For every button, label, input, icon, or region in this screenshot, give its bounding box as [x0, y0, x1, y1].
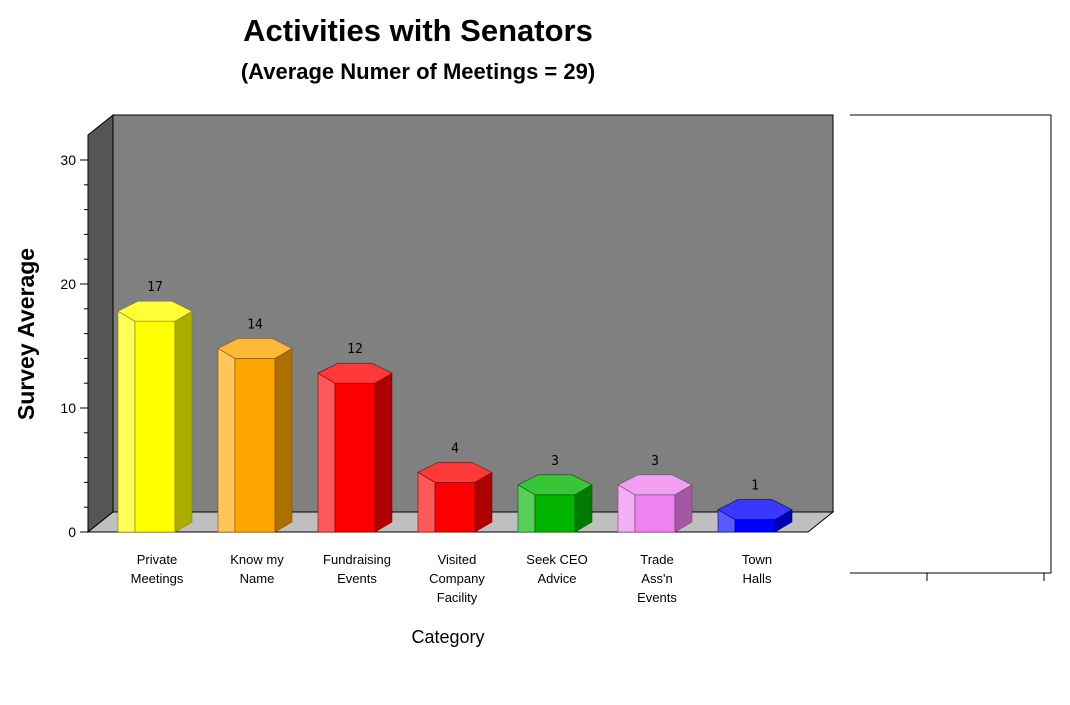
y-tick-label: 0: [68, 524, 76, 540]
category-label: Company: [429, 571, 485, 586]
bar-right-face: [374, 372, 393, 533]
bar-right-face: [174, 310, 193, 533]
bar-front-face: [634, 494, 676, 533]
bar: [517, 474, 593, 533]
bar-value-label: 3: [651, 454, 659, 469]
bar-top-face: [517, 474, 593, 496]
bar-front-face: [134, 320, 176, 533]
bar-top-face: [617, 474, 693, 496]
legend-box: [850, 114, 1052, 581]
category-label: Events: [637, 590, 677, 605]
bar-left-face: [317, 372, 336, 533]
bar-top-face: [217, 338, 293, 359]
bar-value-label: 1: [751, 479, 759, 494]
bar-left-face: [117, 310, 136, 533]
bar-front-face: [334, 382, 376, 533]
bar: [417, 462, 493, 533]
bar: [317, 362, 393, 533]
side-wall: [87, 113, 114, 534]
category-label: Halls: [743, 571, 772, 586]
bar-left-face: [417, 471, 436, 533]
category-label: Seek CEO: [526, 552, 587, 567]
bar-front-face: [534, 494, 576, 533]
category-label: Town: [742, 552, 772, 567]
bar-top-face: [117, 300, 193, 322]
category-label: Meetings: [131, 571, 184, 586]
bar-value-label: 17: [147, 280, 163, 295]
category-label: Name: [240, 571, 275, 586]
y-axis-label: Survey Average: [13, 248, 39, 420]
bar-top-face: [317, 362, 393, 384]
bar: [717, 499, 793, 533]
category-label: Know my: [230, 552, 284, 567]
category-labels: Private Meetings Know my Name Fundraising Eve…: [131, 552, 773, 605]
bar-right-face: [474, 471, 493, 533]
bar-value-label: 12: [347, 342, 363, 357]
bar: [217, 338, 293, 533]
bar-front-face: [734, 519, 776, 533]
bar-left-face: [217, 347, 236, 533]
category-label: Ass'n: [641, 571, 672, 586]
category-label: Advice: [537, 571, 576, 586]
y-tick-label: 20: [60, 276, 76, 292]
bar-value-label: 4: [451, 441, 459, 456]
category-label: Private: [137, 552, 177, 567]
x-axis-label: Category: [411, 627, 484, 647]
bar: [117, 300, 193, 533]
bar-top-face: [417, 462, 493, 483]
category-label: Visited: [438, 552, 477, 567]
category-label: Facility: [437, 590, 478, 605]
bar: [617, 474, 693, 533]
chart-subtitle: (Average Numer of Meetings = 29): [241, 59, 595, 84]
category-label: Fundraising: [323, 552, 391, 567]
bar-top-face: [717, 499, 793, 520]
bar-value-label: 3: [551, 454, 559, 469]
bar-front-face: [434, 482, 476, 533]
bars: 17 14 12 4 3 3 1: [117, 280, 793, 533]
y-tick-label: 30: [60, 152, 76, 168]
category-label: Events: [337, 571, 377, 586]
bar-value-label: 14: [247, 317, 263, 332]
plot-area: 0 10 20 30 17 14 12 4 3 3 1: [60, 113, 835, 540]
bar-front-face: [234, 358, 276, 533]
y-axis-ticks: 0 10 20 30: [60, 152, 88, 540]
chart-title: Activities with Senators: [243, 13, 593, 48]
y-tick-label: 10: [60, 400, 76, 416]
category-label: Trade: [640, 552, 673, 567]
bar-right-face: [274, 347, 293, 533]
